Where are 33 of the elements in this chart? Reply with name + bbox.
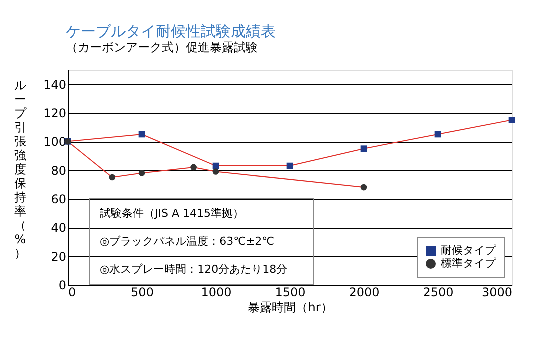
- point: [212, 168, 220, 175]
- y-tick-label: 100: [44, 135, 66, 150]
- x-tick-label: 0: [68, 286, 76, 300]
- x-tick-label: 1000: [201, 286, 232, 300]
- chart-title: ケーブルタイ耐候性試験成績表: [66, 22, 276, 40]
- point: [360, 184, 368, 191]
- y-tick-label: 60: [51, 192, 66, 206]
- y-tick-label: 20: [51, 250, 66, 264]
- x-tick-label: 3000: [482, 286, 512, 300]
- point: [286, 162, 294, 170]
- legend-label: 標準タイプ: [441, 257, 497, 270]
- x-tick-label: 2000: [349, 286, 380, 300]
- y-tick-label: 80: [51, 164, 66, 178]
- x-tick-label: 2500: [423, 286, 454, 300]
- point: [360, 146, 368, 152]
- x-axis-title: 暴露時間（hr）: [248, 300, 333, 314]
- y-tick-label: 140: [44, 78, 66, 92]
- y-tick-label: 120: [44, 106, 66, 120]
- point: [109, 174, 116, 181]
- point: [508, 117, 516, 124]
- annotation: 試験条件（JIS A 1415準拠）: [100, 207, 244, 220]
- chart-subtitle: （カーボンアーク式）促進暴露試験: [66, 40, 258, 54]
- point: [190, 164, 197, 171]
- annotation: ◎水スプレー時間：120分あたり18分: [100, 263, 288, 276]
- text: ループ引張強度保持率（%）: [14, 78, 26, 260]
- legend-label: 耐候タイプ: [441, 244, 497, 257]
- y-tick-label: 40: [51, 221, 66, 236]
- point: [138, 170, 146, 176]
- point: [138, 131, 146, 138]
- x-tick-label: 500: [131, 286, 154, 300]
- x-tick-label: 1500: [275, 286, 306, 300]
- annotation: ◎ブラックパネル温度：63℃±2℃: [100, 235, 275, 248]
- point: [434, 131, 442, 138]
